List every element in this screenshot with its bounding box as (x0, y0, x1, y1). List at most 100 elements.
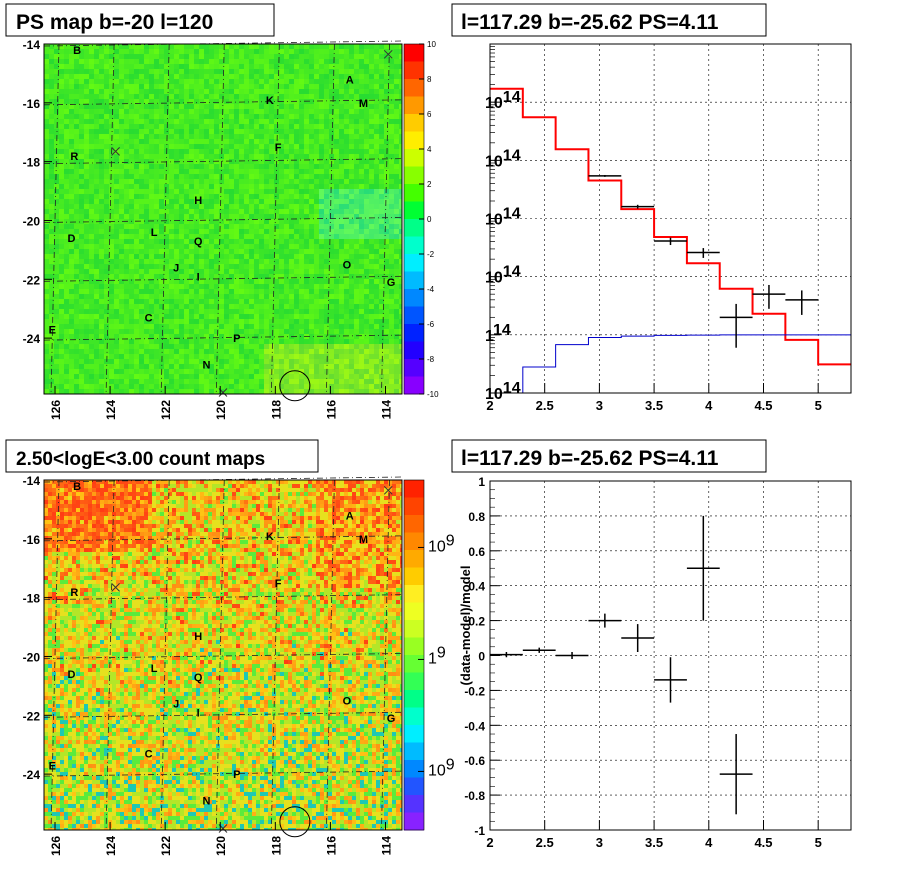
heatmap-cell (249, 239, 254, 244)
heatmap-cell (189, 59, 194, 64)
heatmap-cell (49, 134, 54, 139)
heatmap-cell (324, 299, 329, 304)
heatmap-cell (159, 99, 164, 104)
heatmap-cell (389, 134, 394, 139)
heatmap-cell (204, 129, 209, 134)
heatmap-cell (284, 89, 289, 94)
heatmap-cell (89, 174, 94, 179)
heatmap-cell (324, 269, 329, 274)
heatmap-cell (234, 274, 239, 279)
heatmap-cell (99, 259, 104, 264)
heatmap-cell (79, 329, 84, 334)
heatmap-cell (254, 294, 259, 299)
heatmap-cell (164, 59, 169, 64)
heatmap-cell (219, 124, 224, 129)
heatmap-cell (304, 359, 309, 364)
heatmap-cell (314, 274, 319, 279)
heatmap-cell (124, 64, 129, 69)
heatmap-cell (274, 384, 279, 389)
heatmap-cell (319, 244, 324, 249)
heatmap-cell (149, 169, 154, 174)
heatmap-cell (394, 184, 399, 189)
heatmap-cell (374, 154, 379, 159)
heatmap-cell (69, 54, 74, 59)
heatmap-cell (379, 369, 384, 374)
heatmap-cell (359, 44, 364, 49)
heatmap-cell (244, 254, 249, 259)
heatmap-cell (194, 259, 199, 264)
heatmap-cell (164, 84, 169, 89)
heatmap-cell (134, 104, 139, 109)
heatmap-cell (144, 264, 149, 269)
heatmap-cell (229, 269, 234, 274)
heatmap-cell (99, 334, 104, 339)
heatmap-cell (119, 374, 124, 379)
heatmap-cell (104, 159, 109, 164)
heatmap-cell (134, 364, 139, 369)
heatmap-cell (104, 79, 109, 84)
heatmap-cell (349, 284, 354, 289)
heatmap-cell (189, 174, 194, 179)
heatmap-cell (214, 179, 219, 184)
heatmap-cell (74, 229, 79, 234)
heatmap-cell (94, 174, 99, 179)
heatmap-cell (84, 204, 89, 209)
heatmap-cell (109, 309, 114, 314)
heatmap-cell (79, 184, 84, 189)
heatmap-cell (354, 269, 359, 274)
heatmap-cell (369, 74, 374, 79)
heatmap-cell (99, 64, 104, 69)
heatmap-cell (289, 279, 294, 284)
heatmap-cell (264, 194, 269, 199)
heatmap-cell (89, 49, 94, 54)
heatmap-cell (64, 194, 69, 199)
heatmap-cell (104, 299, 109, 304)
heatmap-cell (49, 119, 54, 124)
heatmap-cell (184, 364, 189, 369)
heatmap-cell (54, 349, 59, 354)
heatmap-cell (284, 274, 289, 279)
heatmap-cell (134, 319, 139, 324)
heatmap-cell (89, 74, 94, 79)
heatmap-cell (79, 244, 84, 249)
heatmap-cell (84, 119, 89, 124)
heatmap-cell (324, 169, 329, 174)
heatmap-cell (84, 359, 89, 364)
heatmap-cell (69, 124, 74, 129)
heatmap-cell (49, 64, 54, 69)
heatmap-cell (274, 234, 279, 239)
heatmap-cell (209, 259, 214, 264)
heatmap-cell (259, 164, 264, 169)
heatmap-cell (339, 189, 344, 194)
heatmap-cell (109, 79, 114, 84)
heatmap-cell (159, 169, 164, 174)
heatmap-cell (354, 174, 359, 179)
heatmap-cell (314, 234, 319, 239)
heatmap-cell (259, 149, 264, 154)
heatmap-cell (394, 324, 399, 329)
heatmap-cell (274, 169, 279, 174)
heatmap-cell (219, 184, 224, 189)
heatmap-cell (374, 349, 379, 354)
heatmap-cell (199, 209, 204, 214)
heatmap-cell (69, 214, 74, 219)
heatmap-cell (69, 249, 74, 254)
heatmap-cell (399, 239, 402, 244)
heatmap-cell (149, 124, 154, 129)
heatmap-cell (59, 354, 64, 359)
heatmap-cell (329, 104, 334, 109)
heatmap-cell (304, 139, 309, 144)
heatmap-cell (114, 329, 119, 334)
heatmap-cell (254, 354, 259, 359)
heatmap-cell (334, 224, 339, 229)
heatmap-cell (349, 379, 354, 384)
heatmap-cell (69, 304, 74, 309)
heatmap-cell (364, 184, 369, 189)
heatmap-cell (104, 209, 109, 214)
heatmap-cell (49, 129, 54, 134)
heatmap-cell (64, 139, 69, 144)
heatmap-cell (319, 219, 324, 224)
heatmap-cell (359, 269, 364, 274)
heatmap-cell (69, 224, 74, 229)
heatmap-cell (54, 104, 59, 109)
